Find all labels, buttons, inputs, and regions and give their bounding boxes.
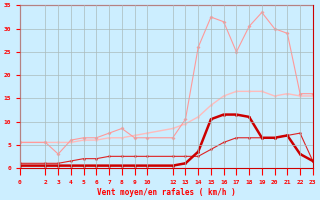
- X-axis label: Vent moyen/en rafales ( km/h ): Vent moyen/en rafales ( km/h ): [97, 188, 236, 197]
